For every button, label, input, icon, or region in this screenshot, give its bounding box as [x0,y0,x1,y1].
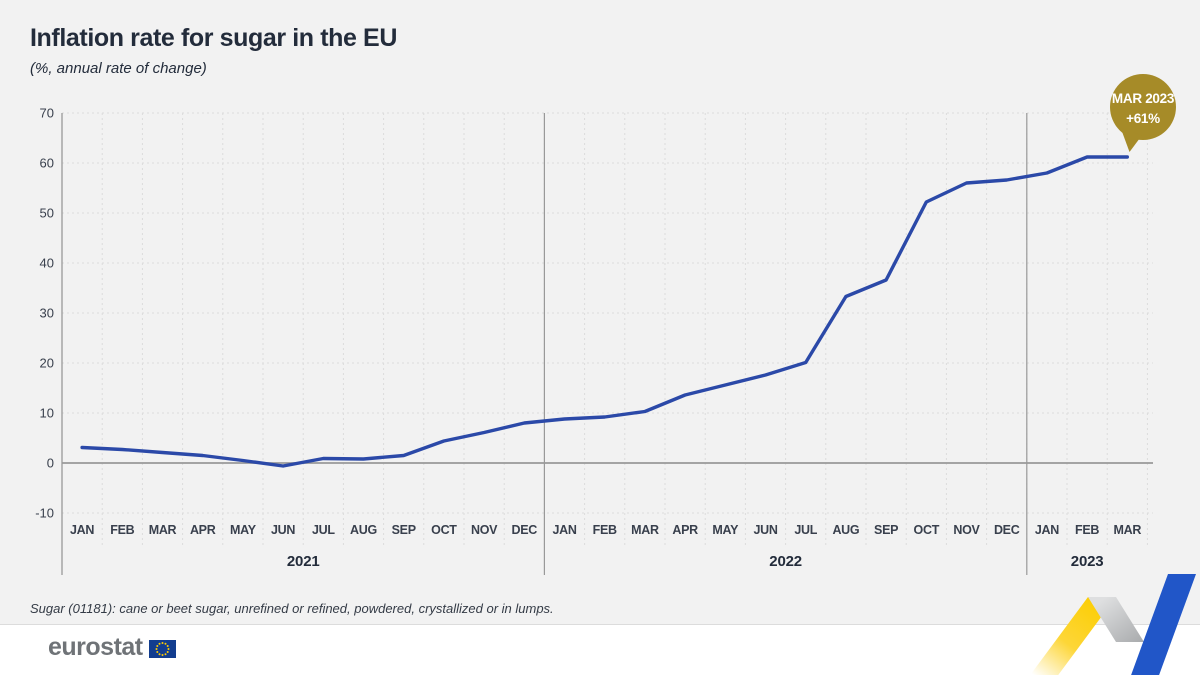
y-axis-label: 50 [40,206,54,221]
y-axis-labels: 70 60 50 40 30 20 10 0 -10 [35,106,54,521]
year-label: 2023 [1071,553,1104,570]
x-axis-label: DEC [512,523,538,537]
flag-star [161,654,164,656]
callout-badge: MAR 2023 +61% [1110,74,1176,152]
footer-bar: eurostat [0,624,1200,675]
zigzag-ribbon-decoration [1030,574,1196,675]
x-axis-label: JAN [70,523,94,537]
chart-header: Inflation rate for sugar in the EU (%, a… [30,24,397,77]
horizontal-gridlines [62,112,1153,514]
x-axis-label: NOV [471,523,498,537]
x-axis-labels: JAN FEB MAR APR MAY JUN JUL AUG SEP OCT NOV DEC JAN F… [70,523,1142,537]
callout-value: +61% [1126,111,1160,127]
inflation-line-series [80,155,1130,468]
ribbon-blue-stroke [1131,574,1196,675]
eurostat-logo-text: eurostat [48,633,143,661]
x-axis-label: MAR [631,523,659,537]
x-axis-label: MAR [1114,523,1142,537]
x-axis-label: JUN [271,523,295,537]
flag-star [166,645,169,647]
x-axis-label: FEB [593,523,617,537]
ribbon-yellow-stroke [1030,597,1116,675]
x-axis-label: JUL [794,523,817,537]
y-axis-label: 40 [40,256,54,271]
x-axis-label: AUG [832,523,859,537]
x-axis-label: APR [672,523,698,537]
x-axis-label: MAR [149,523,177,537]
chart-subtitle: (%, annual rate of change) [30,60,207,77]
x-axis-label: NOV [953,523,980,537]
x-axis-label: JAN [1035,523,1059,537]
x-axis-label: OCT [914,523,940,537]
y-axis-label: 0 [47,456,54,471]
x-axis-label: FEB [1075,523,1099,537]
y-axis-label: 70 [40,106,54,121]
eurostat-logo: eurostat [48,633,176,662]
flag-star [161,642,164,644]
flag-star [164,642,167,645]
x-axis-label: OCT [431,523,457,537]
flag-star [158,653,161,656]
x-axis-label: SEP [392,523,416,537]
footnote: Sugar (01181): cane or beet sugar, unref… [30,601,554,616]
x-axis-label: JUN [753,523,777,537]
x-axis-label: JUL [312,523,335,537]
year-label: 2021 [287,553,320,570]
flag-field [148,640,176,658]
ribbon-gray-stroke [1088,597,1144,642]
eu-flag-icon [148,640,176,658]
y-axis-label: 20 [40,356,54,371]
flag-star [155,651,158,653]
year-labels: 2021 2022 2023 [287,553,1104,570]
flag-stars [155,642,170,656]
x-axis-label: FEB [110,523,134,537]
x-axis-label: JAN [552,523,576,537]
x-axis-label: SEP [874,523,898,537]
flag-star [166,651,169,653]
callout-date: MAR 2023 [1111,91,1175,106]
page-title: Inflation rate for sugar in the EU [30,24,397,52]
year-label: 2022 [769,553,802,570]
y-axis-label: 10 [40,406,54,421]
vertical-gridlines [61,113,1148,547]
x-axis-label: APR [190,523,216,537]
x-axis-label: AUG [350,523,377,537]
flag-star [155,645,158,647]
y-axis-label: 30 [40,306,54,321]
x-axis-label: MAY [712,523,739,537]
flag-star [158,642,161,645]
flag-star [167,648,170,650]
flag-star [155,648,158,650]
y-axis-label: 60 [40,156,54,171]
flag-star [164,653,167,656]
x-axis-label: DEC [994,523,1020,537]
y-axis-label: -10 [35,506,54,521]
x-axis-label: MAY [230,523,257,537]
